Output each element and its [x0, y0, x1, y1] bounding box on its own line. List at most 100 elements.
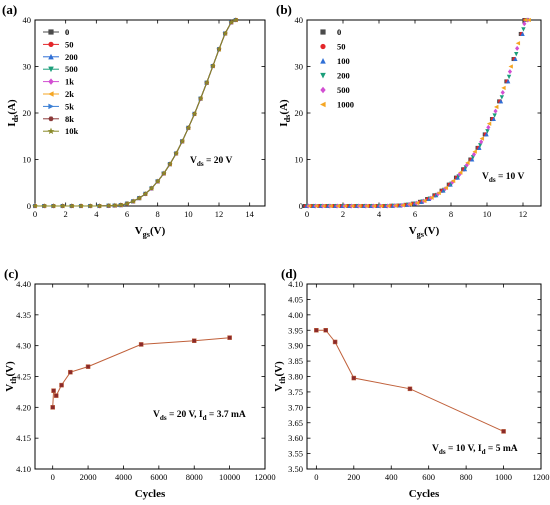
data-point: [50, 405, 55, 410]
data-point: [522, 21, 527, 27]
data-point: [436, 190, 441, 196]
y-tick-label: 40: [23, 15, 32, 25]
legend-label: 10k: [65, 126, 79, 136]
x-tick-label: 10000: [219, 472, 240, 482]
x-tick-label: 12: [215, 209, 224, 219]
data-point: [520, 31, 525, 36]
panel-d: (d) 0 200 400 600 800 1000 1200 3.50 3.55 3.60 3.65…: [273, 266, 550, 500]
data-point: [130, 198, 136, 204]
series-50: [32, 17, 238, 209]
legend-label: 50: [65, 39, 74, 49]
data-point: [507, 69, 513, 75]
y-tick-label: 20: [23, 108, 32, 118]
legend-label: 0: [337, 27, 341, 37]
x-axis-label: Cycles: [409, 488, 440, 500]
data-point: [506, 74, 512, 80]
data-point: [53, 393, 59, 398]
legend-marker: [320, 43, 326, 50]
data-point: [233, 17, 239, 23]
panel-c: (c) 0 2000 4000 6000 8000 10000 12000 4.10 4.15 4.…: [4, 266, 276, 500]
data-point: [332, 339, 338, 345]
legend-marker: [48, 103, 54, 110]
data-point: [521, 27, 526, 32]
data-point: [32, 203, 38, 209]
y-tick-label: 4.35: [16, 310, 31, 320]
series-8k: [32, 18, 238, 208]
legend-marker: [48, 41, 54, 48]
legend: 0 50 100 200 500 1000: [320, 27, 354, 110]
legend-marker: [48, 78, 54, 85]
legend-marker: [320, 86, 326, 94]
data-point: [351, 375, 357, 381]
series-1000: [306, 17, 531, 209]
legend-label: 1k: [65, 77, 74, 87]
x-tick-label: 8000: [186, 472, 203, 482]
data-point: [59, 203, 66, 209]
data-point: [222, 30, 228, 36]
panel-a: (a) 0 2 4 6 8 10 12 14 0 10 20 30 40 Vgs(V) Ids(A) 0 50 20…: [2, 2, 266, 239]
data-point: [314, 203, 319, 209]
annotation: Vds = 20 V, Id = 3.7 mA: [153, 410, 246, 422]
legend-marker: [320, 72, 326, 79]
x-tick-label: 0: [314, 472, 318, 482]
x-tick-label: 10: [483, 209, 492, 219]
x-tick-label: 200: [347, 472, 360, 482]
y-tick-label: 4.00: [288, 310, 303, 320]
data-point: [515, 41, 521, 46]
data-point: [41, 203, 47, 209]
legend-label: 8k: [65, 114, 74, 124]
data-point: [228, 19, 235, 25]
data-point: [464, 162, 469, 168]
data-point: [393, 203, 398, 208]
plot-frame: [34, 283, 266, 470]
y-tick-label: 4.20: [16, 402, 31, 412]
y-tick-label: 0: [299, 201, 303, 211]
x-tick-label: 0: [33, 209, 37, 219]
legend-label: 200: [337, 71, 350, 81]
annotation: Vds = 10 V, Id = 5 mA: [432, 444, 518, 456]
x-tick-label: 600: [422, 472, 435, 482]
x-tick-label: 12: [519, 209, 528, 219]
y-tick-label: 3.65: [288, 418, 303, 428]
x-tick-label: 1000: [495, 472, 512, 482]
x-tick-label: 6: [125, 209, 129, 219]
data-point: [477, 145, 482, 150]
data-point: [328, 203, 333, 209]
series-1k: [32, 17, 238, 209]
data-point: [422, 198, 427, 204]
legend-label: 100: [337, 56, 350, 66]
data-point: [450, 178, 456, 184]
y-tick-label: 3.50: [288, 464, 303, 474]
data-point: [136, 195, 143, 201]
legend-label: 0: [65, 27, 69, 37]
data-point: [498, 99, 504, 104]
legend-marker: [48, 91, 54, 97]
x-tick-label: 2: [64, 209, 68, 219]
data-point: [148, 185, 155, 191]
data-point: [50, 203, 57, 209]
y-tick-label: 4.40: [16, 279, 31, 289]
series-0: [32, 17, 238, 209]
x-tick-label: 8: [156, 209, 160, 219]
data-point: [203, 79, 210, 86]
data-point: [465, 160, 470, 165]
data-point: [458, 170, 463, 175]
x-tick-label: 2: [341, 209, 345, 219]
data-point: [179, 138, 185, 144]
data-point: [197, 95, 204, 101]
y-tick-label: 10: [23, 155, 32, 165]
data-point: [68, 369, 73, 375]
x-tick-label: 10: [184, 209, 193, 219]
y-tick-label: 4.25: [16, 372, 31, 382]
data-point: [350, 203, 355, 209]
plot-frame: [306, 283, 542, 470]
legend-marker: [320, 101, 326, 108]
data-point: [138, 342, 144, 347]
series-line: [52, 337, 230, 408]
data-point: [118, 202, 124, 208]
y-tick-label: 3.85: [288, 356, 303, 366]
y-tick-label: 20: [295, 108, 304, 118]
data-point: [59, 382, 64, 388]
data-point: [306, 203, 312, 209]
